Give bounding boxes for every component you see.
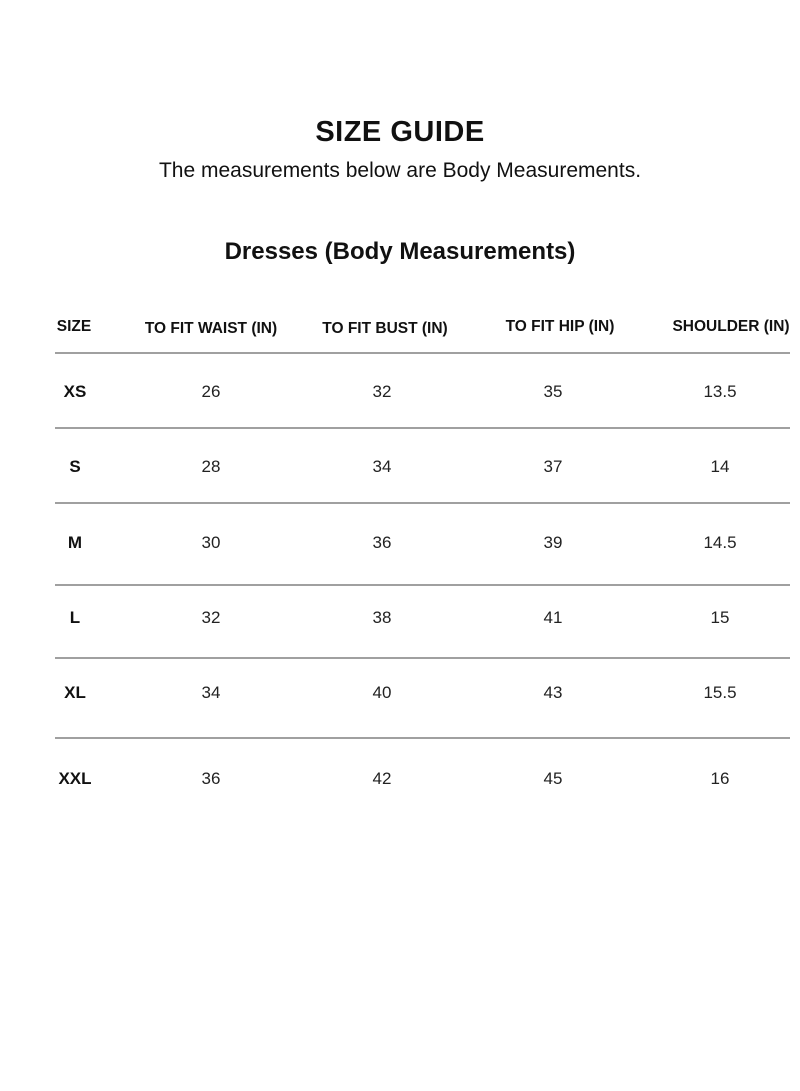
row-divider (55, 657, 790, 659)
cell-waist: 32 (201, 608, 221, 627)
column-header-bust: TO FIT BUST (IN) (322, 320, 448, 337)
section-title: Dresses (Body Measurements) (224, 238, 576, 265)
cell-waist: 30 (201, 533, 221, 552)
cell-bust: 42 (372, 769, 392, 788)
cell-waist: 28 (201, 457, 221, 476)
page-subtitle: The measurements below are Body Measurem… (158, 159, 642, 182)
cell-hip: 39 (543, 533, 563, 552)
cell-hip: 41 (543, 608, 563, 627)
cell-shoulder: 14.5 (703, 533, 737, 552)
row-divider (55, 427, 790, 429)
cell-shoulder: 15.5 (703, 683, 737, 702)
cell-bust: 34 (372, 457, 392, 476)
cell-waist: 26 (201, 382, 221, 401)
cell-waist: 36 (201, 769, 221, 788)
cell-bust: 36 (372, 533, 392, 552)
cell-bust: 32 (372, 382, 392, 401)
row-divider (55, 584, 790, 586)
column-header-shoulder: SHOULDER (IN) (672, 318, 790, 335)
cell-shoulder: 14 (710, 457, 730, 476)
cell-shoulder: 13.5 (703, 382, 737, 401)
cell-size: S (69, 457, 81, 476)
row-divider (55, 737, 790, 739)
cell-size: L (69, 608, 81, 627)
cell-shoulder: 15 (710, 608, 730, 627)
column-header-size: SIZE (56, 318, 92, 335)
cell-size: XS (63, 382, 87, 401)
cell-hip: 43 (543, 683, 563, 702)
cell-hip: 35 (543, 382, 563, 401)
page-title: SIZE GUIDE (315, 116, 485, 148)
cell-hip: 37 (543, 457, 563, 476)
cell-shoulder: 16 (710, 769, 730, 788)
row-divider (55, 502, 790, 504)
row-divider (55, 352, 790, 354)
column-header-waist: TO FIT WAIST (IN) (144, 320, 278, 337)
cell-hip: 45 (543, 769, 563, 788)
cell-size: M (67, 533, 83, 552)
cell-waist: 34 (201, 683, 221, 702)
column-header-hip: TO FIT HIP (IN) (505, 318, 615, 335)
cell-bust: 40 (372, 683, 392, 702)
cell-size: XXL (58, 769, 92, 788)
cell-size: XL (64, 683, 86, 702)
cell-bust: 38 (372, 608, 392, 627)
